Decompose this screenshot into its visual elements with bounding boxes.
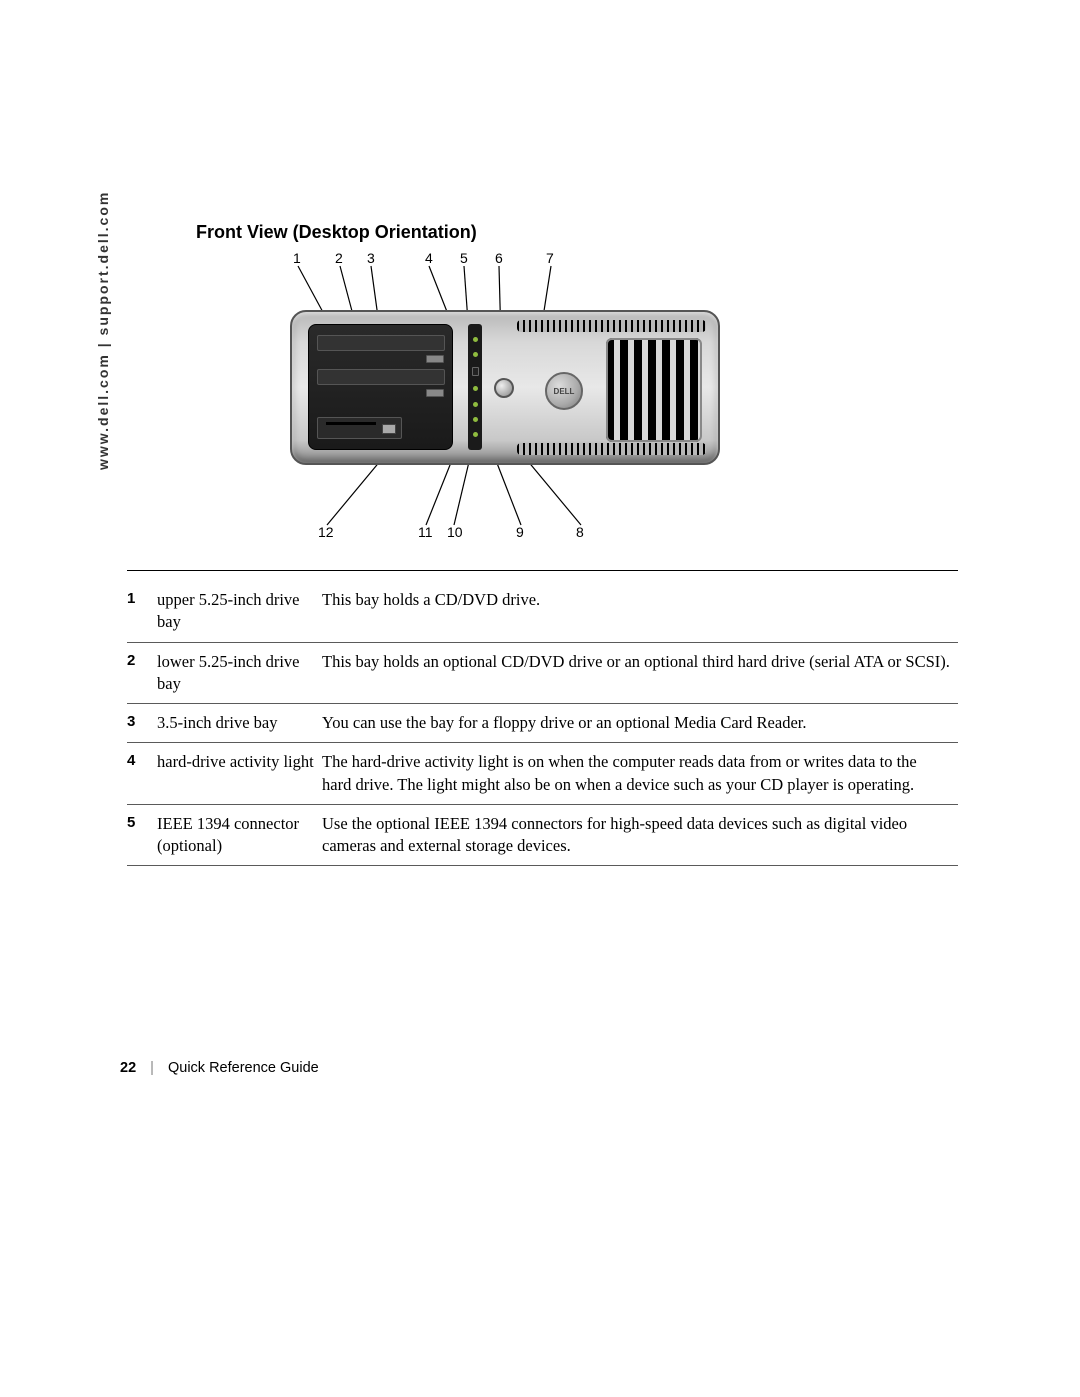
callout-top-row: 1 2 3 4 5 6 7	[270, 250, 750, 270]
callout-6: 6	[495, 250, 503, 266]
row-desc: You can use the bay for a floppy drive o…	[322, 704, 958, 743]
callout-3: 3	[367, 250, 375, 266]
table-row: 2lower 5.25-inch drive bayThis bay holds…	[127, 642, 958, 704]
guide-name: Quick Reference Guide	[168, 1060, 319, 1076]
callout-1: 1	[293, 250, 301, 266]
callout-9: 9	[516, 524, 524, 540]
table-row: 5IEEE 1394 connector (optional)Use the o…	[127, 804, 958, 866]
row-num: 2	[127, 642, 157, 704]
callout-11: 11	[418, 524, 433, 540]
vent-bottom	[517, 443, 706, 455]
row-label: upper 5.25-inch drive bay	[157, 581, 322, 642]
led-6	[473, 432, 478, 437]
led-3	[473, 386, 478, 391]
row-desc: This bay holds an optional CD/DVD drive …	[322, 642, 958, 704]
drive-panel	[308, 324, 453, 450]
upper-eject-button	[426, 355, 444, 363]
row-desc: The hard-drive activity light is on when…	[322, 743, 958, 805]
callout-8: 8	[576, 524, 584, 540]
callout-12: 12	[318, 524, 334, 540]
callout-2: 2	[335, 250, 343, 266]
row-desc: Use the optional IEEE 1394 connectors fo…	[322, 804, 958, 866]
table-top-rule	[127, 570, 958, 571]
lower-525-bay	[317, 369, 445, 385]
floppy-eject-button	[382, 424, 396, 434]
led-4	[473, 402, 478, 407]
callout-table: 1upper 5.25-inch drive bayThis bay holds…	[127, 581, 958, 866]
table-row: 1upper 5.25-inch drive bayThis bay holds…	[127, 581, 958, 642]
lower-eject-button	[426, 389, 444, 397]
indicator-strip	[468, 324, 482, 450]
row-desc: This bay holds a CD/DVD drive.	[322, 581, 958, 642]
page-footer: 22 | Quick Reference Guide	[120, 1060, 319, 1076]
led-1	[473, 337, 478, 342]
led-2	[473, 352, 478, 357]
row-label: 3.5-inch drive bay	[157, 704, 322, 743]
callout-5: 5	[460, 250, 468, 266]
row-label: lower 5.25-inch drive bay	[157, 642, 322, 704]
row-num: 3	[127, 704, 157, 743]
footer-separator: |	[150, 1060, 154, 1076]
callout-4: 4	[425, 250, 433, 266]
row-label: IEEE 1394 connector (optional)	[157, 804, 322, 866]
row-num: 4	[127, 743, 157, 805]
upper-525-bay	[317, 335, 445, 351]
floppy-slot	[326, 422, 376, 425]
dell-logo-icon: DELL	[545, 372, 583, 410]
front-grille	[606, 338, 702, 442]
table-row: 4hard-drive activity lightThe hard-drive…	[127, 743, 958, 805]
row-label: hard-drive activity light	[157, 743, 322, 805]
side-url-text: www.dell.com | support.dell.com	[95, 191, 111, 470]
vent-top	[517, 320, 706, 332]
power-button-icon	[494, 378, 514, 398]
table-row: 33.5-inch drive bayYou can use the bay f…	[127, 704, 958, 743]
section-title: Front View (Desktop Orientation)	[196, 222, 477, 243]
ieee1394-port-icon	[472, 367, 479, 376]
computer-chassis: DELL	[290, 310, 720, 465]
floppy-35-bay	[317, 417, 402, 439]
row-num: 5	[127, 804, 157, 866]
page-number: 22	[120, 1060, 136, 1076]
callout-7: 7	[546, 250, 554, 266]
front-view-diagram: 1 2 3 4 5 6 7 DELL	[270, 250, 750, 540]
row-num: 1	[127, 581, 157, 642]
callout-table-wrap: 1upper 5.25-inch drive bayThis bay holds…	[127, 570, 958, 866]
led-5	[473, 417, 478, 422]
callout-10: 10	[447, 524, 463, 540]
